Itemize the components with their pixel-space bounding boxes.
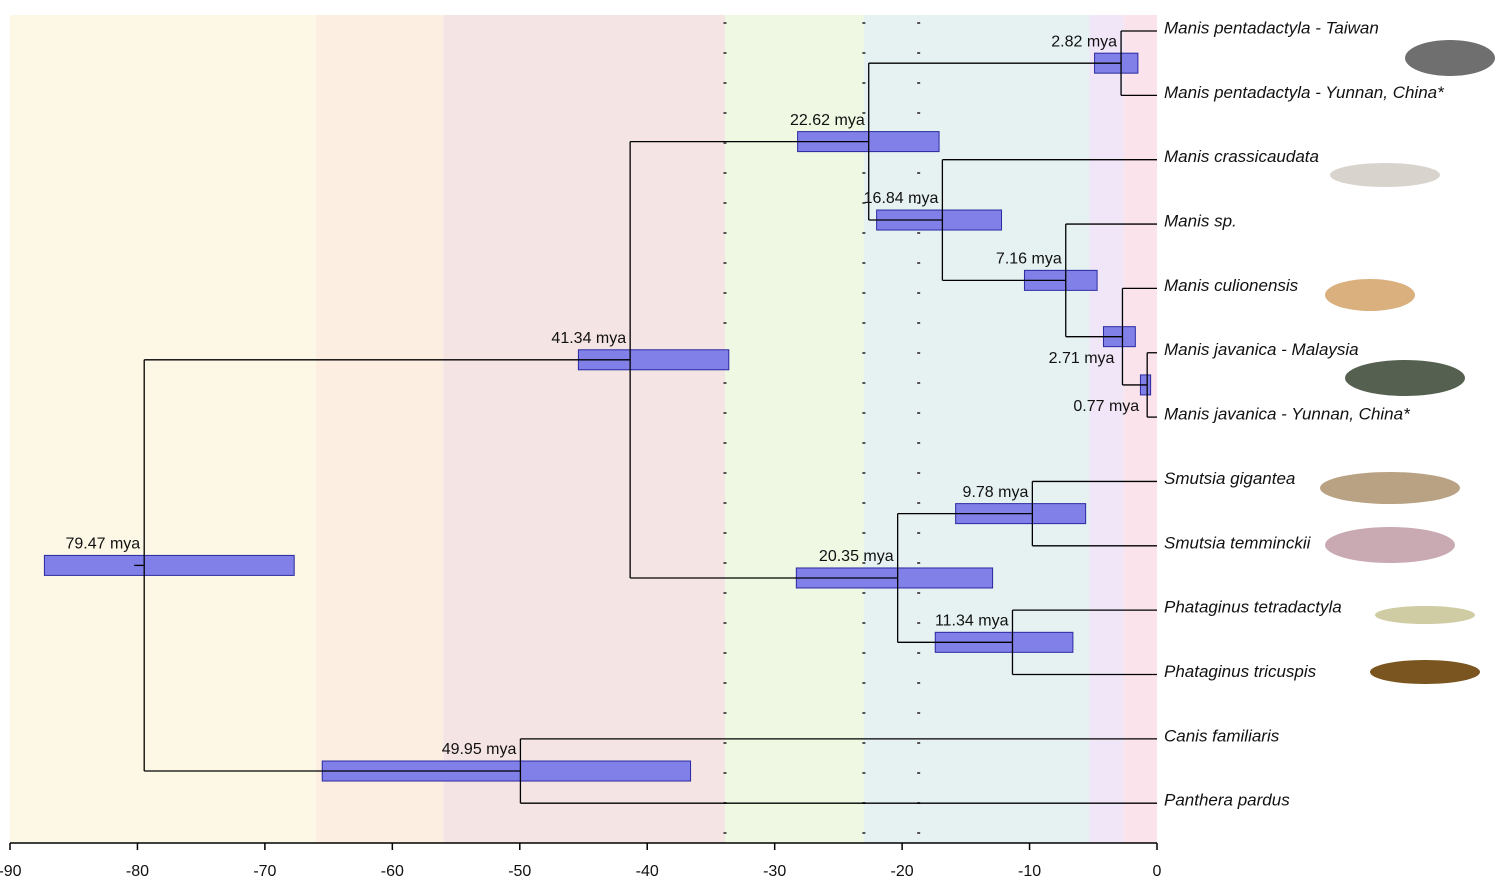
x-tick-label: -60: [381, 863, 404, 880]
taxon-label: Manis pentadactyla - Yunnan, China*: [1164, 83, 1445, 102]
hpd-bars: [43, 52, 1152, 782]
epoch-band: [1089, 15, 1124, 843]
epoch-band: [443, 15, 725, 843]
epoch-band: [724, 15, 864, 843]
node-age-label: 2.82 mya: [1051, 33, 1117, 50]
epoch-band: [315, 15, 444, 843]
epoch-band: [1123, 15, 1157, 843]
x-tick-label: -10: [1018, 863, 1041, 880]
x-tick-label: -40: [636, 863, 659, 880]
node-age-label: 22.62 mya: [790, 112, 865, 129]
taxon-label: Manis javanica - Yunnan, China*: [1164, 405, 1411, 424]
taxon-label: Smutsia temminckii: [1164, 533, 1312, 552]
node-age-label: 79.47 mya: [65, 536, 140, 553]
illustration: [1325, 527, 1455, 563]
x-tick-label: -50: [508, 863, 531, 880]
taxon-label: Manis javanica - Malaysia: [1164, 340, 1359, 359]
node-age-label: 41.34 mya: [551, 330, 626, 347]
node-age-label: 7.16 mya: [996, 251, 1062, 268]
illustration: [1325, 279, 1415, 311]
labels: Manis pentadactyla - Taiwan Manis pentada…: [65, 18, 1445, 809]
taxon-label: Phataginus tetradactyla: [1164, 598, 1342, 617]
node-age-label: 16.84 mya: [864, 190, 939, 207]
x-tick-label: 0: [1153, 863, 1162, 880]
background: [10, 15, 1157, 843]
taxon-label: Manis culionensis: [1164, 276, 1299, 295]
illustration: [1345, 360, 1465, 396]
x-tick-label: -80: [126, 863, 149, 880]
taxon-label: Manis sp.: [1164, 212, 1237, 231]
illustration: [1405, 40, 1495, 76]
illustration: [1370, 660, 1480, 684]
node-age-label: 20.35 mya: [819, 548, 894, 565]
taxon-label: Manis pentadactyla - Taiwan: [1164, 18, 1379, 37]
taxon-label: Phataginus tricuspis: [1164, 662, 1317, 681]
x-tick-label: -30: [763, 863, 786, 880]
taxon-label: Panthera pardus: [1164, 791, 1290, 810]
x-tick-label: -70: [253, 863, 276, 880]
node-age-label: 11.34 mya: [935, 613, 1009, 630]
illustration: [1330, 163, 1440, 187]
illustration: [1375, 606, 1475, 624]
illustration: [1320, 472, 1460, 504]
node-age-label: 9.78 mya: [963, 484, 1029, 501]
illustrations: [1320, 40, 1495, 684]
node-age-label: 49.95 mya: [442, 741, 517, 758]
taxon-label: Smutsia gigantea: [1164, 469, 1295, 488]
node-age-label: 2.71 mya: [1049, 350, 1115, 367]
hpd-bar: [43, 554, 295, 576]
epoch-band: [863, 15, 1090, 843]
x-tick-label: -20: [891, 863, 914, 880]
x-tick-label: -90: [0, 863, 22, 880]
taxon-label: Canis familiaris: [1164, 726, 1280, 745]
branches: [134, 30, 1157, 804]
node-age-label: 0.77 mya: [1073, 398, 1139, 415]
taxon-label: Manis crassicaudata: [1164, 147, 1319, 166]
epoch-band: [10, 15, 316, 843]
